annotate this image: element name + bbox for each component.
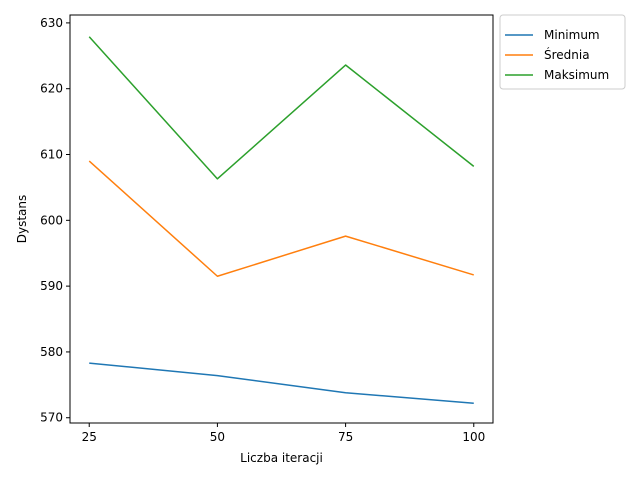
x-tick-label: 100 [462, 430, 485, 444]
series-line-minimum [89, 362, 474, 405]
x-tick-label: 50 [210, 430, 225, 444]
y-tick-label: 620 [40, 82, 63, 96]
y-axis: 570 580 590 600 610 620 630 [40, 16, 70, 425]
y-tick-label: 630 [40, 16, 63, 30]
legend-label: Maksimum [544, 68, 609, 82]
legend-label: Minimum [544, 28, 600, 42]
legend-label: Średnia [544, 47, 590, 62]
legend: Minimum Średnia Maksimum [499, 14, 626, 90]
y-tick-label: 590 [40, 279, 63, 293]
y-tick-label: 600 [40, 213, 63, 227]
y-axis-title: Dystans [15, 195, 29, 244]
y-tick-label: 570 [40, 411, 63, 425]
series-line--rednia [88, 160, 474, 277]
legend-box [499, 14, 626, 90]
x-axis: 25 50 75 100 [82, 423, 485, 444]
plot-frame [69, 14, 494, 424]
y-tick-label: 610 [40, 148, 63, 162]
series-line-maksimum [88, 36, 475, 180]
x-tick-label: 75 [338, 430, 353, 444]
x-tick-label: 25 [82, 430, 97, 444]
y-tick-label: 580 [40, 345, 63, 359]
series-layer [88, 36, 475, 405]
x-axis-title: Liczba iteracji [240, 451, 323, 465]
